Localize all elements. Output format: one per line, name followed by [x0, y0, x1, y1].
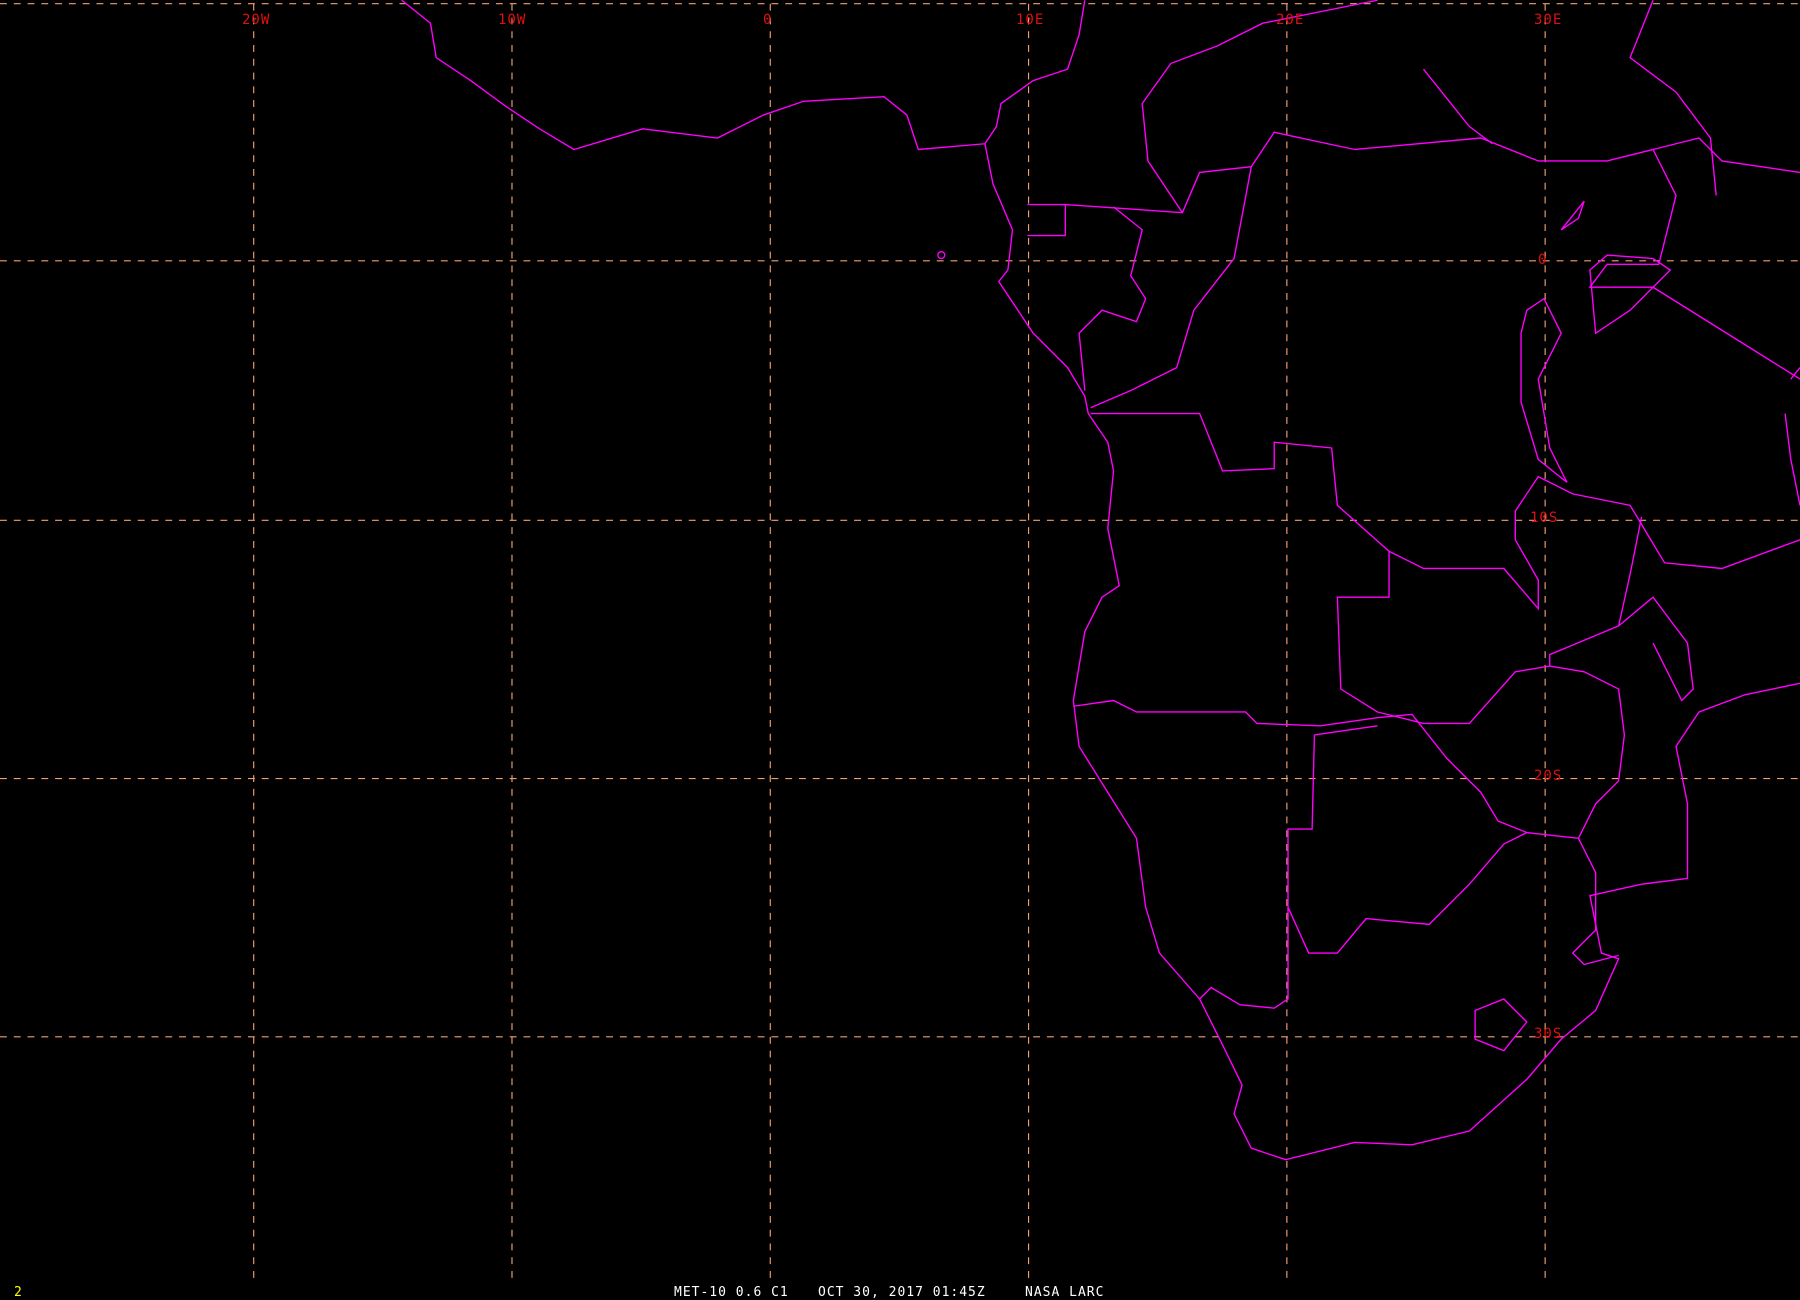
lon-label-20w: 20W [242, 12, 271, 28]
image-source: NASA LARC [1025, 1285, 1105, 1300]
image-datetime: OCT 30, 2017 01:45Z [818, 1285, 986, 1300]
satellite-channel: MET-10 0.6 C1 [674, 1285, 789, 1300]
coastlines-borders [401, 0, 1800, 1161]
lat-label-0: 0 [1538, 252, 1548, 268]
frame-number: 2 [14, 1285, 23, 1300]
lat-label-20s: 20S [1534, 768, 1563, 784]
lon-label-30e: 30E [1534, 12, 1563, 28]
lat-label-30s: 30S [1534, 1026, 1563, 1042]
lon-label-20e: 20E [1276, 12, 1305, 28]
lon-label-10w: 10W [498, 12, 527, 28]
lon-label-0: 0 [763, 12, 773, 28]
lon-label-10e: 10E [1016, 12, 1045, 28]
lat-lon-grid [0, 3, 1800, 1281]
lat-label-10s: 10S [1530, 510, 1559, 526]
